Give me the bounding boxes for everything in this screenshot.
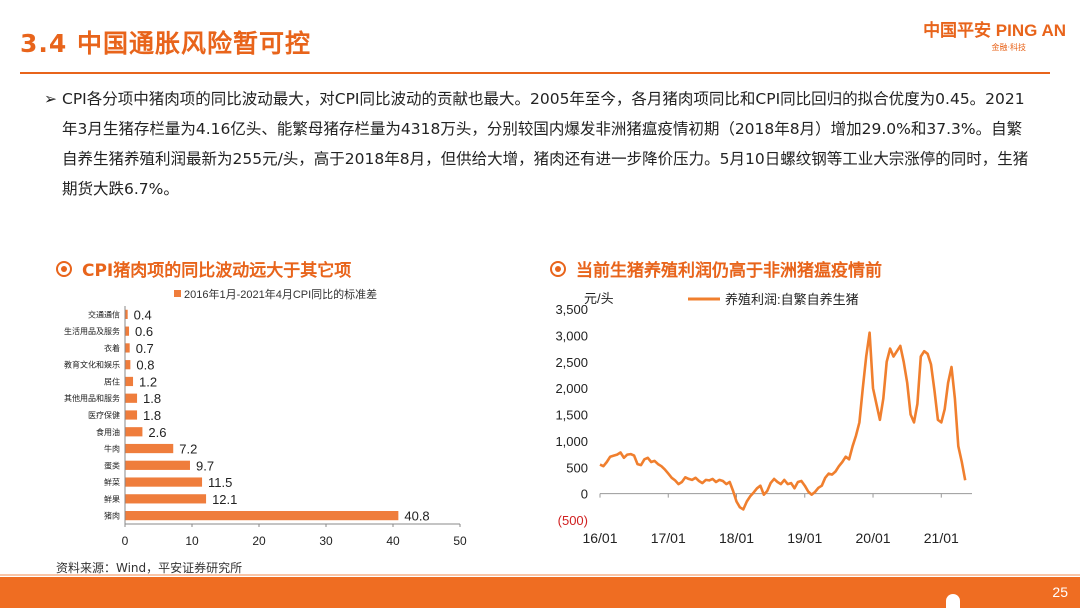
x-tick-label: 50 bbox=[453, 534, 467, 548]
category-label: 猪肉 bbox=[104, 511, 120, 521]
x-tick-label: 18/01 bbox=[719, 530, 754, 546]
bullet-text: CPI各分项中猪肉项的同比波动最大，对CPI同比波动的贡献也最大。2005年至今… bbox=[62, 90, 1029, 198]
category-label: 蛋类 bbox=[104, 460, 120, 470]
data-label: 7.2 bbox=[179, 442, 197, 457]
y-tick-label: 1,000 bbox=[555, 434, 588, 449]
bar bbox=[125, 393, 138, 403]
y-tick-label: 3,500 bbox=[555, 302, 588, 317]
logo-sub-text: 金融·科技 bbox=[991, 43, 1026, 52]
pingan-logo: 中国平安 PING AN 金融·科技 bbox=[923, 16, 1066, 53]
category-label: 居住 bbox=[104, 376, 120, 386]
y-tick-label: 3,000 bbox=[555, 328, 588, 343]
data-label: 9.7 bbox=[196, 458, 214, 473]
bar bbox=[125, 477, 203, 487]
data-label: 0.8 bbox=[136, 358, 154, 373]
target-circle-icon bbox=[56, 261, 72, 277]
y-tick-label: (500) bbox=[558, 513, 588, 528]
bullet-paragraph: ➢ CPI各分项中猪肉项的同比波动最大，对CPI同比波动的贡献也最大。2005年… bbox=[44, 84, 1037, 204]
bar bbox=[125, 360, 131, 370]
data-label: 1.8 bbox=[143, 408, 161, 423]
x-tick-label: 20 bbox=[252, 534, 266, 548]
footer-divider bbox=[0, 574, 1080, 576]
data-label: 2.6 bbox=[148, 425, 166, 440]
y-axis-unit: 元/头 bbox=[584, 291, 614, 306]
x-tick-label: 40 bbox=[386, 534, 400, 548]
bullet-arrow-icon: ➢ bbox=[44, 90, 57, 108]
profit-series-line bbox=[599, 331, 967, 511]
category-label: 其他用品和服务 bbox=[64, 393, 120, 403]
bar bbox=[125, 443, 174, 454]
category-label: 医疗保健 bbox=[88, 410, 120, 420]
category-label: 牛肉 bbox=[104, 444, 120, 454]
pig-profit-line-chart: 元/头 养殖利润:自繁自养生猪 (500) 0 500 1,000 1,500 2,000 2,… bbox=[555, 291, 972, 546]
right-chart-heading: 当前生猪养殖利润仍高于非洲猪瘟疫情前 bbox=[550, 256, 882, 281]
data-label: 11.5 bbox=[208, 475, 232, 490]
legend-label: 2016年1月-2021年4月CPI同比的标准差 bbox=[184, 287, 377, 301]
bar bbox=[125, 343, 130, 353]
bar bbox=[125, 460, 190, 470]
y-tick-label: 500 bbox=[566, 460, 588, 475]
target-circle-icon bbox=[550, 261, 566, 277]
y-tick-label: 2,000 bbox=[555, 381, 588, 396]
bar bbox=[125, 494, 207, 504]
legend-swatch bbox=[174, 290, 181, 297]
right-heading-text: 当前生猪养殖利润仍高于非洲猪瘟疫情前 bbox=[576, 261, 882, 281]
data-label: 1.2 bbox=[139, 374, 157, 389]
x-tick-label: 21/01 bbox=[924, 530, 959, 546]
footer-logo-mark bbox=[946, 594, 960, 608]
bar bbox=[125, 410, 138, 420]
bar bbox=[125, 326, 130, 336]
data-label: 0.6 bbox=[135, 324, 153, 339]
category-label: 鲜果 bbox=[104, 494, 120, 504]
x-tick-label: 17/01 bbox=[651, 530, 686, 546]
source-note: 资料来源：Wind，平安证券研究所 bbox=[56, 561, 243, 575]
category-label: 衣着 bbox=[104, 343, 120, 353]
logo-main-text: 中国平安 PING AN bbox=[923, 21, 1066, 40]
x-tick-label: 20/01 bbox=[856, 530, 891, 546]
category-label: 交通通信 bbox=[88, 309, 120, 319]
legend-label: 养殖利润:自繁自养生猪 bbox=[725, 292, 859, 307]
left-chart-heading: CPI猪肉项的同比波动远大于其它项 bbox=[56, 256, 351, 281]
bar bbox=[125, 427, 143, 437]
bar bbox=[125, 511, 399, 521]
data-label: 12.1 bbox=[212, 492, 237, 507]
page-title: 3.4 中国通胀风险暂可控 bbox=[20, 29, 311, 58]
data-label: 1.8 bbox=[143, 391, 161, 406]
footer-bar bbox=[0, 577, 1080, 608]
page-number: 25 bbox=[1052, 584, 1068, 600]
category-label: 教育文化和娱乐 bbox=[64, 360, 120, 370]
data-label: 40.8 bbox=[404, 509, 429, 524]
x-tick-label: 30 bbox=[319, 534, 333, 548]
left-heading-text: CPI猪肉项的同比波动远大于其它项 bbox=[82, 261, 352, 281]
y-tick-label: 1,500 bbox=[555, 408, 588, 423]
x-tick-label: 0 bbox=[122, 534, 129, 548]
x-tick-label: 19/01 bbox=[787, 530, 822, 546]
x-tick-label: 10 bbox=[185, 534, 199, 548]
y-tick-label: 0 bbox=[581, 487, 588, 502]
x-tick-label: 16/01 bbox=[582, 530, 617, 546]
title-divider bbox=[20, 72, 1050, 74]
y-tick-label: 2,500 bbox=[555, 355, 588, 370]
data-label: 0.4 bbox=[134, 307, 152, 322]
category-label: 食用油 bbox=[96, 427, 120, 437]
category-label: 鲜菜 bbox=[104, 477, 120, 487]
category-label: 生活用品及服务 bbox=[64, 326, 120, 336]
bar bbox=[125, 309, 128, 319]
data-label: 0.7 bbox=[136, 341, 154, 356]
bar bbox=[125, 376, 134, 387]
